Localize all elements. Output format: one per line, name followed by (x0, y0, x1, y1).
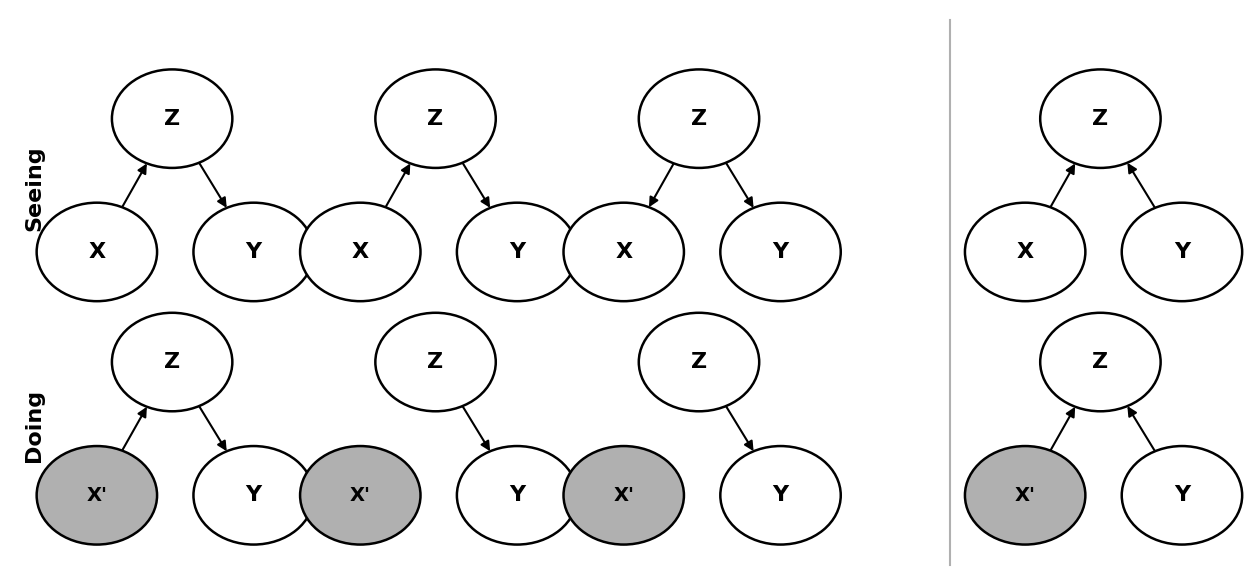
Ellipse shape (721, 202, 840, 301)
Text: X: X (88, 242, 106, 262)
Ellipse shape (563, 446, 684, 545)
Text: X': X' (87, 486, 107, 505)
Ellipse shape (37, 202, 158, 301)
Ellipse shape (112, 313, 232, 411)
Text: X: X (615, 242, 633, 262)
Ellipse shape (965, 446, 1085, 545)
Text: Y: Y (246, 486, 262, 505)
Text: X: X (352, 242, 369, 262)
Ellipse shape (457, 202, 577, 301)
Ellipse shape (721, 446, 840, 545)
Text: Doing: Doing (24, 389, 44, 462)
Ellipse shape (965, 202, 1085, 301)
Text: Z: Z (164, 109, 180, 129)
Ellipse shape (300, 446, 421, 545)
Text: Y: Y (509, 242, 525, 262)
Ellipse shape (37, 446, 158, 545)
Ellipse shape (1041, 70, 1160, 168)
Text: Y: Y (509, 486, 525, 505)
Ellipse shape (1121, 446, 1242, 545)
Ellipse shape (457, 446, 577, 545)
Text: X': X' (1014, 486, 1036, 505)
Ellipse shape (112, 70, 232, 168)
Ellipse shape (1041, 313, 1160, 411)
Text: Y: Y (246, 242, 262, 262)
Text: Z: Z (1092, 352, 1109, 372)
Text: Y: Y (772, 242, 789, 262)
Text: Z: Z (427, 109, 444, 129)
Text: Z: Z (690, 109, 707, 129)
Text: Z: Z (164, 352, 180, 372)
Text: X': X' (614, 486, 634, 505)
Text: Z: Z (1092, 109, 1109, 129)
Ellipse shape (300, 202, 421, 301)
Ellipse shape (194, 202, 314, 301)
Ellipse shape (639, 313, 760, 411)
Ellipse shape (639, 70, 760, 168)
Text: Z: Z (427, 352, 444, 372)
Text: Z: Z (690, 352, 707, 372)
Ellipse shape (194, 446, 314, 545)
Ellipse shape (1121, 202, 1242, 301)
Text: Y: Y (772, 486, 789, 505)
Text: X': X' (350, 486, 370, 505)
Ellipse shape (563, 202, 684, 301)
Ellipse shape (375, 70, 495, 168)
Text: Y: Y (1174, 242, 1189, 262)
Text: X: X (1017, 242, 1033, 262)
Text: Y: Y (1174, 486, 1189, 505)
Ellipse shape (375, 313, 495, 411)
Text: Seeing: Seeing (24, 146, 44, 231)
